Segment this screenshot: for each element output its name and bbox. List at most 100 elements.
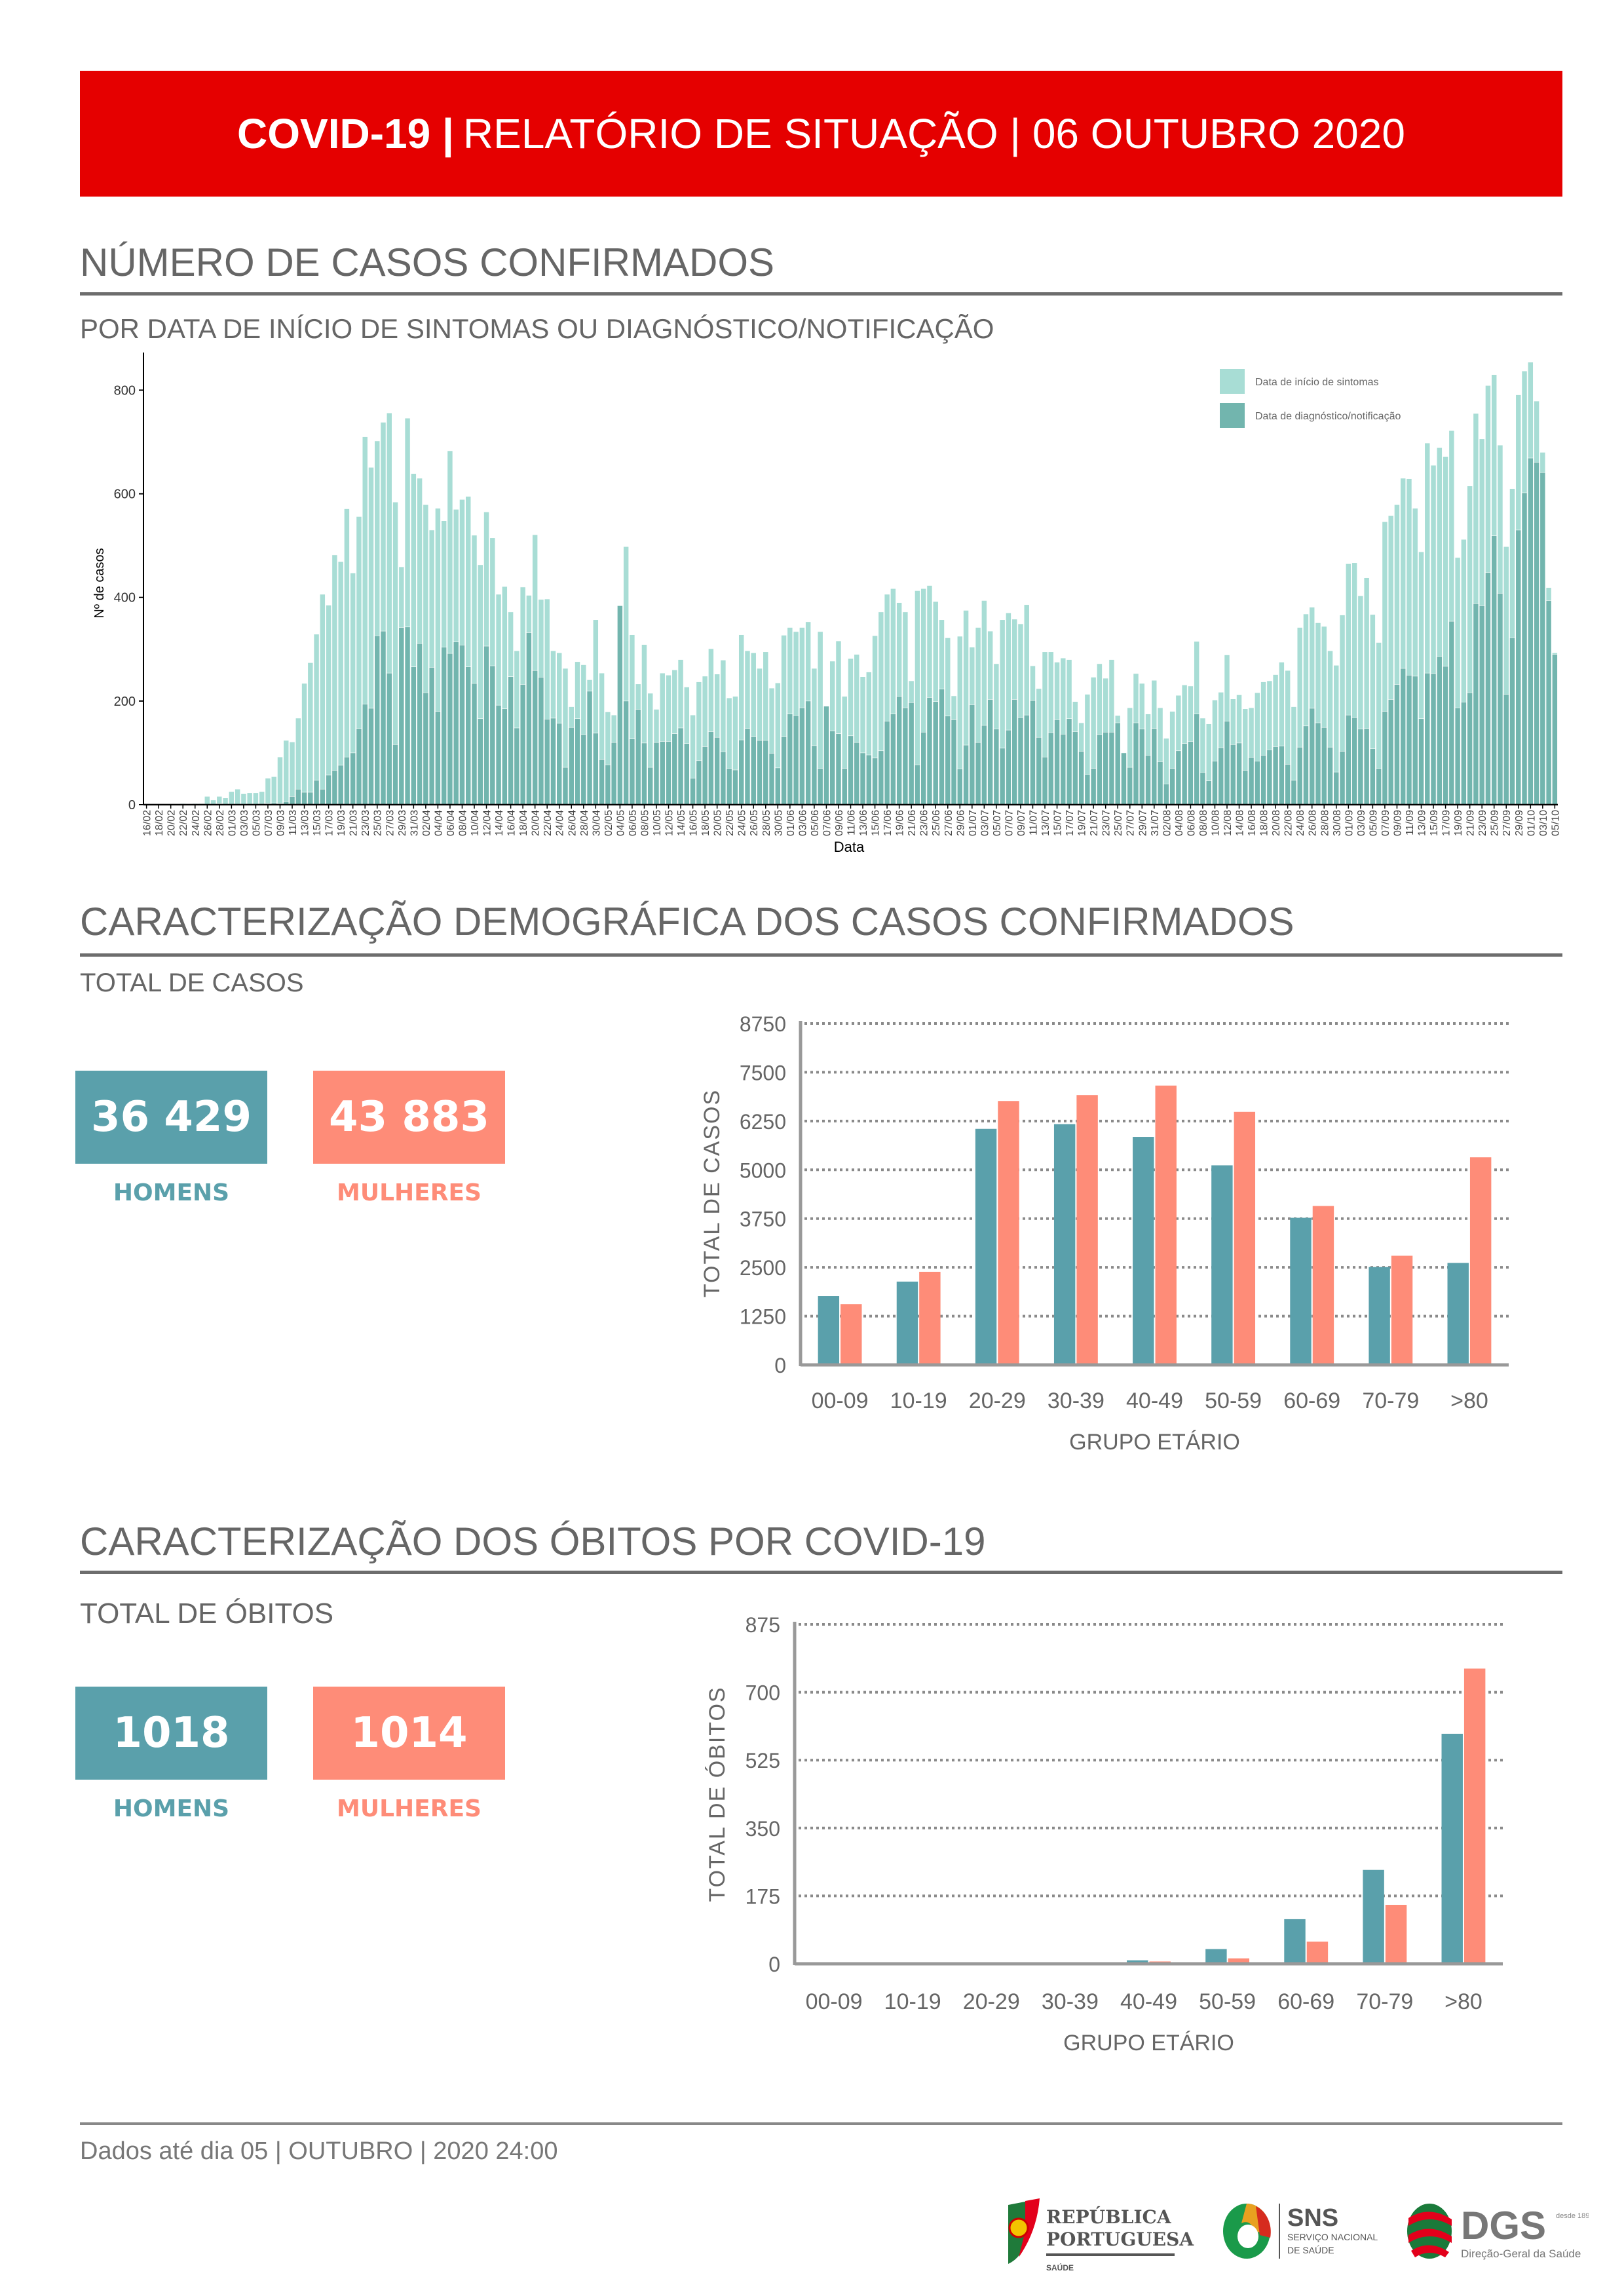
diagnosis-bar: [592, 733, 599, 805]
diagnosis-bar: [1023, 714, 1030, 805]
diagnosis-bar: [1370, 748, 1376, 805]
diagnosis-bar: [1351, 717, 1357, 805]
section-subtitle-cases: POR DATA DE INÍCIO DE SINTOMAS OU DIAGNÓ…: [80, 313, 994, 344]
diagnosis-bar: [623, 700, 629, 805]
x-tick-label: 10/08: [1210, 810, 1221, 836]
x-tick-label: >80: [1450, 1388, 1488, 1413]
diagnosis-bar: [1114, 722, 1121, 805]
svg-text:Direção-Geral da Saúde: Direção-Geral da Saúde: [1461, 2248, 1581, 2260]
x-tick-label: 19/07: [1077, 810, 1088, 836]
men-bar: [1211, 1165, 1233, 1365]
onset-bar: [307, 662, 314, 805]
diagnosis-bar: [1066, 718, 1072, 805]
diagnosis-bar: [1321, 727, 1327, 805]
y-tick-label: 7500: [740, 1061, 786, 1084]
diagnosis-bar: [659, 741, 666, 805]
diagnosis-bar: [495, 704, 502, 805]
y-tick-label: 700: [746, 1681, 780, 1705]
diagnosis-bar: [1048, 732, 1054, 805]
diagnosis-bar: [374, 635, 381, 805]
x-tick-label: 09/06: [834, 810, 845, 836]
women-deaths-box: 1014: [313, 1687, 505, 1780]
men-bar: [1363, 1869, 1384, 1964]
diagnosis-bar: [690, 778, 696, 805]
diagnosis-bar: [501, 708, 508, 805]
x-tick-label: 03/06: [797, 810, 808, 836]
men-bar: [896, 1281, 918, 1365]
diagnosis-bar: [1188, 741, 1194, 805]
x-tick-label: 16/04: [506, 810, 518, 836]
diagnosis-bar: [671, 733, 678, 805]
x-tick-label: 50-59: [1199, 1989, 1256, 2014]
x-tick-label: 05/10: [1550, 810, 1561, 836]
diagnosis-bar: [532, 670, 538, 805]
y-tick-label: 875: [746, 1613, 780, 1637]
diagnosis-bar: [447, 653, 453, 805]
x-tick-label: 09/07: [1016, 810, 1027, 836]
x-tick-label: 40-49: [1120, 1989, 1177, 2014]
diagnosis-bar: [550, 718, 556, 805]
diagnosis-bar: [1097, 734, 1103, 805]
onset-bar: [331, 554, 338, 805]
diagnosis-bar: [380, 630, 387, 805]
onset-bar: [246, 792, 253, 805]
header-title: RELATÓRIO DE SITUAÇÃO | 06 OUTUBRO 2020: [463, 110, 1405, 157]
x-tick-label: 14/05: [676, 810, 687, 836]
x-tick-label: 02/04: [421, 810, 432, 836]
diagnosis-bar: [1552, 654, 1558, 805]
diagnosis-bar: [884, 721, 890, 805]
diagnosis-bar: [1260, 755, 1266, 805]
diagnosis-bar: [714, 737, 720, 805]
x-tick-label: 21/03: [349, 810, 360, 836]
diagnosis-bar: [1327, 746, 1333, 805]
diagnosis-bar: [586, 691, 593, 805]
diagnosis-bar: [1291, 780, 1297, 805]
diagnosis-bar: [774, 767, 781, 805]
diagnosis-bar: [1006, 729, 1011, 805]
x-tick-label: 16/05: [689, 810, 700, 836]
diagnosis-bar: [404, 626, 411, 805]
diagnosis-bar: [732, 769, 738, 805]
x-tick-label: 22/08: [1283, 810, 1294, 836]
diagnosis-bar: [1011, 699, 1018, 805]
men-bar: [1205, 1949, 1227, 1964]
x-tick-label: 08/04: [457, 810, 468, 836]
x-tick-label: 15/07: [1053, 810, 1064, 836]
diagnosis-bar: [514, 727, 520, 805]
diagnosis-bar: [1145, 755, 1151, 805]
x-tick-label: 16/08: [1247, 810, 1258, 836]
section-title-demographics: CARACTERIZAÇÃO DEMOGRÁFICA DOS CASOS CON…: [80, 900, 1294, 944]
diagnosis-bar: [1412, 676, 1418, 805]
x-tick-label: 06/08: [1186, 810, 1197, 836]
men-deaths-value: 1018: [113, 1709, 230, 1757]
svg-text:PORTUGUESA: PORTUGUESA: [1046, 2229, 1194, 2250]
deaths-by-age-chart: 0 175 350 525 700 875 00-09 10-19 20-29 30-39 40-4…: [705, 1613, 1503, 2056]
women-deaths-value: 1014: [350, 1709, 468, 1757]
diagnosis-bar: [538, 677, 544, 805]
x-axis-title: GRUPO ETÁRIO: [1069, 1430, 1240, 1455]
women-bar: [1312, 1206, 1334, 1365]
x-tick-label: 03/10: [1538, 810, 1549, 836]
x-tick-label: 22/02: [178, 810, 189, 836]
diagnosis-bar: [799, 707, 805, 805]
women-bar: [1391, 1255, 1413, 1365]
women-bar: [919, 1271, 941, 1365]
x-tick-label: 11/03: [288, 810, 299, 835]
x-tick-label: 19/06: [895, 810, 906, 836]
diagnosis-bar: [951, 719, 957, 805]
diagnosis-bar: [1236, 742, 1242, 805]
diagnosis-bar: [975, 742, 981, 805]
diagnosis-bar: [575, 718, 580, 805]
women-label: MULHERES: [337, 1179, 482, 1206]
y-tick-label: 200: [114, 695, 136, 709]
diagnosis-bar: [1461, 702, 1467, 805]
diagnosis-bar: [337, 765, 344, 805]
diagnosis-bar: [1309, 708, 1315, 805]
diagnosis-bar: [1194, 714, 1200, 805]
diagnosis-bar: [386, 672, 392, 805]
x-tick-label: 09/03: [275, 810, 286, 836]
x-tick-label: 30/04: [591, 810, 602, 836]
x-tick-label: 18/08: [1259, 810, 1270, 836]
men-cases-box: 36 429: [75, 1071, 267, 1164]
men-bar: [1447, 1263, 1469, 1365]
